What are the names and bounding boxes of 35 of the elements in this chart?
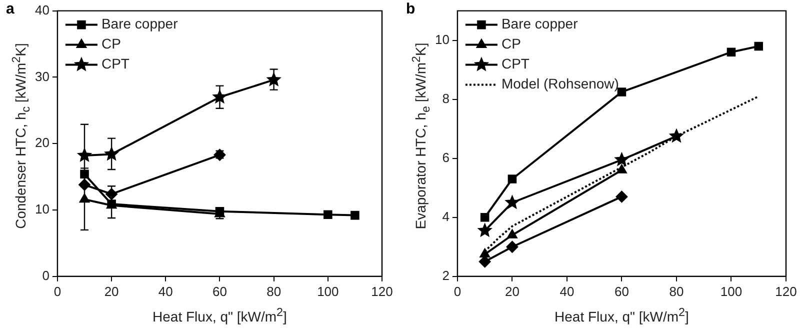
x-tick-label: 20	[104, 284, 119, 299]
x-tick-label: 0	[454, 284, 462, 299]
x-tick-label: 120	[371, 284, 393, 299]
y-tick-label: 10	[434, 32, 450, 47]
x-axis-title: Heat Flux, q" [kW/m$^{2}$]	[554, 306, 690, 325]
legend-label: Bare copper	[501, 16, 578, 32]
text: b	[406, 0, 416, 18]
x-tick-label: 20	[504, 284, 520, 299]
legend-label: Bare copper	[101, 16, 178, 32]
x-tick-label: 80	[266, 284, 282, 299]
x-tick-label: 40	[158, 284, 173, 299]
x-tick-label: 40	[560, 284, 574, 299]
y-tick-label: 40	[34, 2, 50, 18]
legend-label: CP	[101, 36, 121, 52]
legend-label: CPT	[501, 56, 530, 72]
y-tick-label: 8	[442, 90, 450, 106]
x-tick-label: 80	[669, 284, 684, 299]
y-tick-label: 4	[442, 208, 450, 224]
x-axis-title: Heat Flux, q" [kW/m$^{2}$]	[152, 306, 288, 325]
x-tick-label: 60	[614, 284, 629, 299]
legend-label: Model (Rohsenow)	[501, 76, 619, 92]
y-tick-label: 2	[442, 268, 450, 283]
x-tick-label: 100	[720, 284, 742, 299]
x-tick-label: 0	[54, 284, 62, 299]
y-tick-label: 0	[42, 268, 50, 283]
x-tick-label: 120	[775, 284, 797, 299]
x-tick-label: 60	[212, 284, 227, 299]
y-tick-label: 20	[34, 135, 50, 150]
y-tick-label: 30	[34, 68, 50, 84]
text: a	[6, 0, 15, 18]
x-tick-label: 100	[317, 284, 339, 299]
legend-label: CP	[501, 36, 521, 52]
legend-label: CPT	[101, 56, 130, 72]
y-tick-label: 10	[34, 202, 50, 217]
y-tick-label: 6	[442, 150, 450, 165]
